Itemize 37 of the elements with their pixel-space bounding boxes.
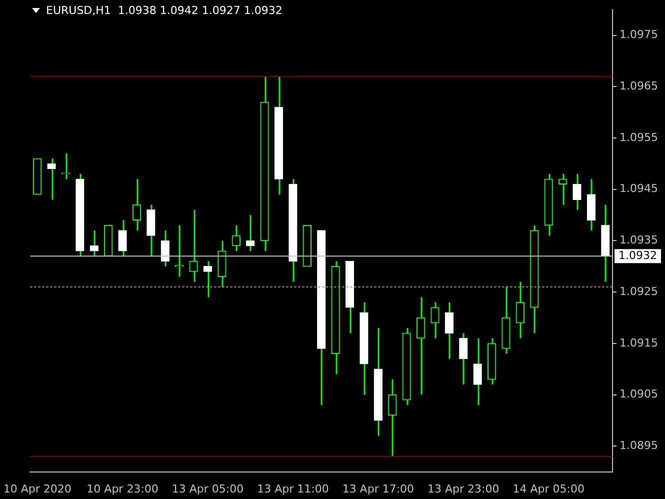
x-tick-label: 13 Apr 05:00 xyxy=(172,482,244,496)
candlestick xyxy=(388,378,397,458)
x-tick-label: 10 Apr 2020 xyxy=(3,482,72,496)
candlestick xyxy=(572,173,582,211)
candlestick xyxy=(61,152,70,180)
x-tick-label: 10 Apr 23:00 xyxy=(86,482,158,496)
x-tick-label: 14 Apr 05:00 xyxy=(512,482,584,496)
candlestick xyxy=(203,260,212,298)
candlestick xyxy=(416,296,426,396)
y-tick-label: 1.0955 xyxy=(620,130,658,144)
candlestick xyxy=(118,219,127,257)
y-tick-label: 1.0915 xyxy=(620,336,658,350)
candlestick xyxy=(232,224,240,252)
y-tick-label: 1.0965 xyxy=(620,79,658,92)
x-tick-label: 13 Apr 23:00 xyxy=(428,482,500,496)
ref-line-label: 1.0932 xyxy=(618,248,658,262)
candlestick xyxy=(189,209,198,283)
candlestick xyxy=(558,173,568,206)
candlestick xyxy=(132,178,142,232)
candlestick xyxy=(444,302,454,360)
y-tick-label: 1.0925 xyxy=(620,284,658,298)
candlestick xyxy=(160,230,170,268)
chart-title: EURUSD,H1 1.0938 1.0942 1.0927 1.0932 xyxy=(46,4,282,17)
y-tick-label: 1.0935 xyxy=(620,234,658,247)
candlestick xyxy=(459,332,468,386)
candlestick xyxy=(473,338,482,406)
y-tick-label: 1.0905 xyxy=(620,388,658,401)
x-tick-label: 13 Apr 17:00 xyxy=(342,482,414,496)
y-tick-label: 1.0895 xyxy=(620,438,658,452)
candlestick xyxy=(516,281,525,340)
candlestick xyxy=(90,230,98,257)
y-tick-label: 1.0975 xyxy=(620,28,658,42)
candlestick xyxy=(47,158,56,200)
x-tick-label: 13 Apr 11:00 xyxy=(257,482,329,496)
y-tick-label: 1.0945 xyxy=(620,182,658,196)
candlestick xyxy=(246,214,255,252)
candlestick xyxy=(430,302,440,340)
